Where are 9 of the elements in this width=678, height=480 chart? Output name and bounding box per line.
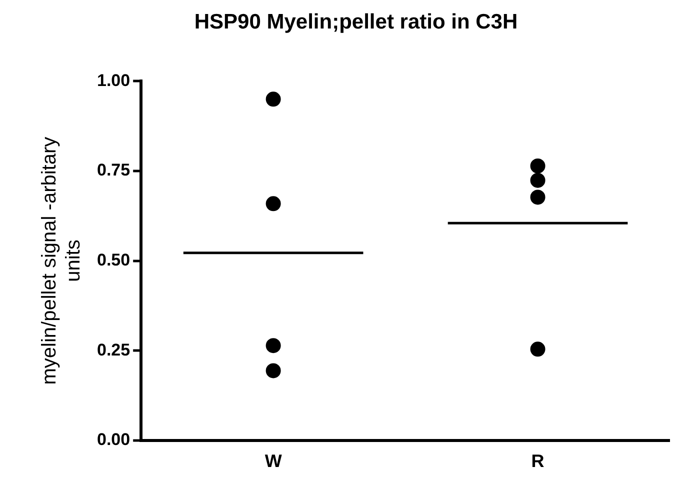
y-tick-label: 0.00 — [96, 430, 130, 450]
y-tick-label: 0.75 — [96, 160, 130, 180]
y-tick-label: 0.50 — [96, 250, 130, 270]
y-tick-label: 0.25 — [96, 340, 130, 360]
chart-title: HSP90 Myelin;pellet ratio in C3H — [194, 10, 518, 34]
x-tick-label: W — [264, 451, 282, 472]
x-tick-label: R — [531, 451, 544, 472]
y-axis-title: myelin/pellet signal -arbitary units — [38, 136, 85, 385]
y-tick-label: 1.00 — [96, 70, 130, 90]
